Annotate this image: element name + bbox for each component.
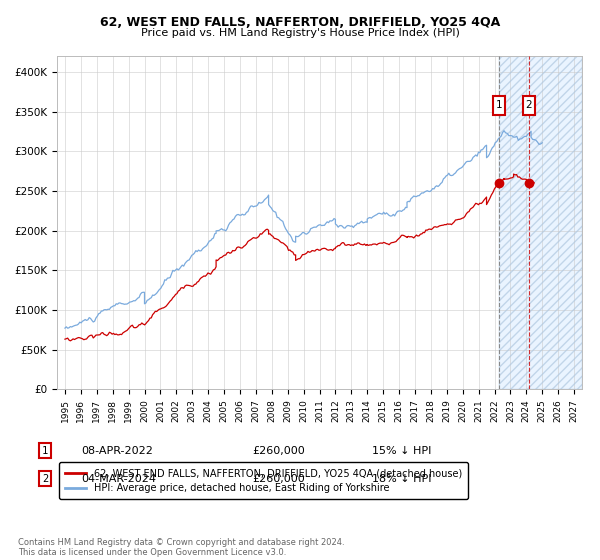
Text: 2: 2 (42, 474, 48, 484)
Text: 15% ↓ HPI: 15% ↓ HPI (372, 446, 431, 456)
FancyBboxPatch shape (493, 96, 505, 115)
Text: 1: 1 (496, 100, 502, 110)
Text: Contains HM Land Registry data © Crown copyright and database right 2024.
This d: Contains HM Land Registry data © Crown c… (18, 538, 344, 557)
Bar (499, 56, 582, 389)
Text: £260,000: £260,000 (252, 446, 305, 456)
Text: 18% ↓ HPI: 18% ↓ HPI (372, 474, 431, 484)
Text: 62, WEST END FALLS, NAFFERTON, DRIFFIELD, YO25 4QA: 62, WEST END FALLS, NAFFERTON, DRIFFIELD… (100, 16, 500, 29)
Legend: 62, WEST END FALLS, NAFFERTON, DRIFFIELD, YO25 4QA (detached house), HPI: Averag: 62, WEST END FALLS, NAFFERTON, DRIFFIELD… (59, 463, 469, 499)
Text: 2: 2 (526, 100, 532, 110)
Text: 1: 1 (42, 446, 48, 456)
Text: Price paid vs. HM Land Registry's House Price Index (HPI): Price paid vs. HM Land Registry's House … (140, 28, 460, 38)
Text: 04-MAR-2024: 04-MAR-2024 (81, 474, 156, 484)
Bar (499, 56, 582, 389)
Text: £260,000: £260,000 (252, 474, 305, 484)
FancyBboxPatch shape (523, 96, 535, 115)
Text: 08-APR-2022: 08-APR-2022 (81, 446, 153, 456)
